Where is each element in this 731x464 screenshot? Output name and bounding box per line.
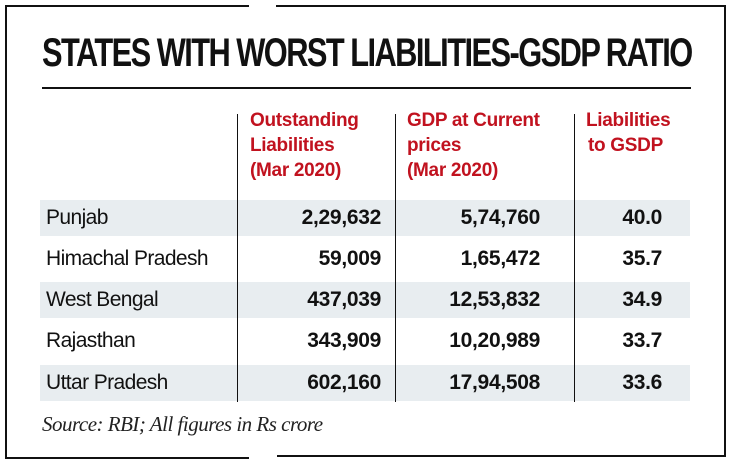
header-line: Outstanding	[250, 110, 359, 131]
state-name: Uttar Pradesh	[46, 371, 168, 394]
liabilities-gsdp-ratio-value: 33.6	[622, 371, 662, 394]
header-line: (Mar 2020)	[407, 160, 498, 181]
outstanding-liabilities-value: 2,29,632	[301, 206, 382, 229]
liabilities-gsdp-ratio-value: 35.7	[622, 247, 662, 270]
state-name: West Bengal	[46, 288, 159, 311]
table-row: Uttar Pradesh 602,160 17,94,508 33.6	[40, 365, 690, 401]
table-row: West Bengal 437,039 12,53,832 34.9	[40, 282, 690, 318]
gdp-value: 5,74,760	[460, 206, 541, 229]
liabilities-gsdp-ratio-value: 33.7	[622, 329, 662, 352]
header-line: Liabilities	[586, 110, 671, 131]
column-divider-1	[237, 114, 238, 402]
header-liabilities-to-gsdp: Liabilities to GSDP	[586, 108, 671, 158]
frame-border-left	[5, 5, 7, 458]
table-row: Rajasthan 343,909 10,20,989 33.7	[40, 323, 690, 359]
outstanding-liabilities-value: 59,009	[318, 247, 382, 270]
header-line: (Mar 2020)	[250, 160, 341, 181]
gdp-value: 1,65,472	[460, 247, 541, 270]
gdp-value: 10,20,989	[449, 329, 540, 352]
state-name: Himachal Pradesh	[46, 247, 209, 270]
header-line: to GSDP	[588, 135, 663, 156]
gdp-value: 17,94,508	[449, 371, 540, 394]
liabilities-gsdp-ratio-value: 34.9	[622, 288, 662, 311]
source-note: Source: RBI; All figures in Rs crore	[42, 412, 323, 436]
frame-border-bottom-right	[277, 455, 726, 457]
table-row: Himachal Pradesh 59,009 1,65,472 35.7	[40, 241, 690, 277]
table-row: Punjab 2,29,632 5,74,760 40.0	[40, 200, 690, 236]
outstanding-liabilities-value: 437,039	[307, 288, 381, 311]
header-line: GDP at Current	[407, 110, 540, 131]
title-divider	[42, 87, 691, 89]
header-line: prices	[407, 135, 462, 156]
header-line: Liabilities	[250, 135, 335, 156]
state-name: Punjab	[46, 206, 108, 229]
frame-border-bottom-left	[5, 457, 249, 459]
state-name: Rajasthan	[46, 329, 136, 352]
frame-border-right	[724, 5, 726, 455]
table-title: STATES WITH WORST LIABILITIES-GSDP RATIO	[42, 31, 693, 75]
liabilities-gsdp-ratio-value: 40.0	[622, 206, 662, 229]
header-outstanding-liabilities: Outstanding Liabilities (Mar 2020)	[250, 108, 359, 183]
header-gdp-current-prices: GDP at Current prices (Mar 2020)	[407, 108, 540, 183]
column-divider-2	[395, 114, 396, 402]
column-divider-3	[574, 114, 575, 402]
gdp-value: 12,53,832	[449, 288, 540, 311]
outstanding-liabilities-value: 602,160	[307, 371, 381, 394]
frame-border-top-left	[5, 5, 249, 7]
frame-border-top-right	[276, 5, 726, 7]
outstanding-liabilities-value: 343,909	[307, 329, 381, 352]
